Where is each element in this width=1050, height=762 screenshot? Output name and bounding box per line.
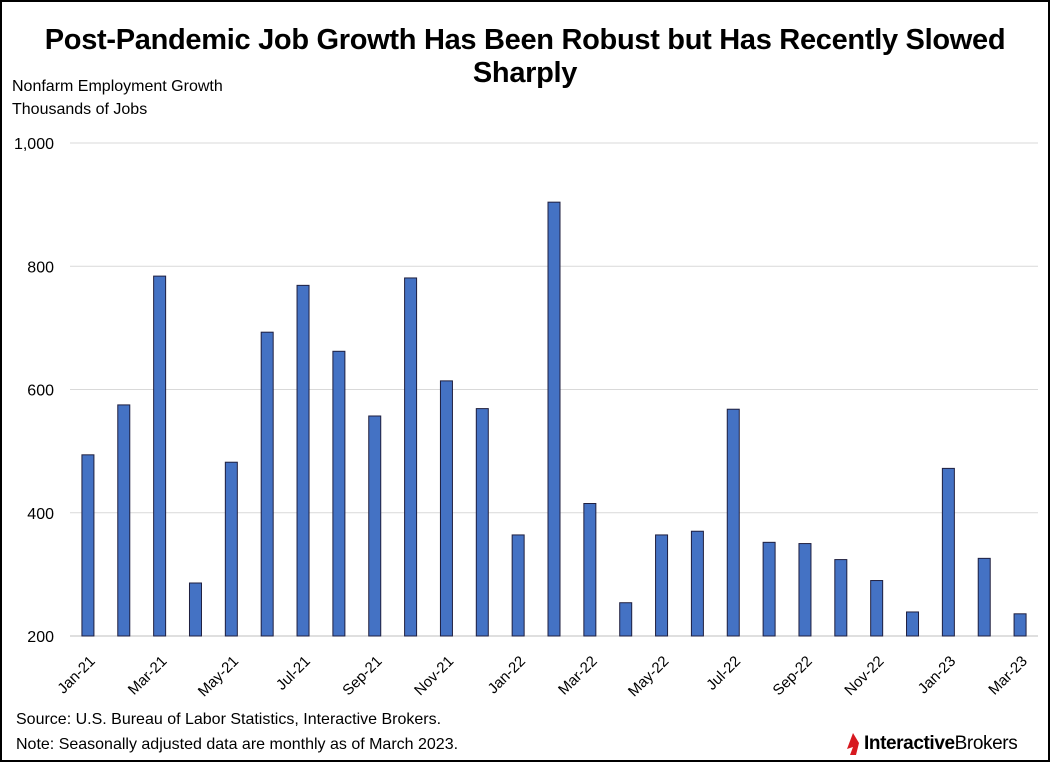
x-tick-label: Jul-22	[703, 653, 744, 694]
bar	[726, 408, 740, 637]
bar	[619, 602, 633, 637]
bar	[511, 534, 525, 637]
x-tick-label: Mar-23	[985, 653, 1031, 699]
x-tick-label: Nov-21	[411, 653, 457, 699]
bar	[690, 530, 704, 637]
x-tick-label: Mar-21	[125, 653, 171, 699]
logo-text-interactive: Interactive	[864, 733, 955, 754]
bar	[260, 331, 274, 637]
y-tick-label: 200	[27, 629, 54, 646]
bar	[475, 408, 489, 637]
x-tick-label: Sep-21	[339, 653, 385, 699]
x-tick-label: Mar-22	[555, 653, 601, 699]
x-tick-label: Jan-23	[915, 653, 959, 697]
bar	[296, 284, 310, 637]
bar	[439, 380, 453, 637]
bar	[547, 201, 561, 637]
x-tick-label: May-21	[195, 653, 242, 700]
x-tick-label: Jul-21	[273, 653, 314, 694]
bar	[906, 611, 920, 637]
bar	[224, 461, 238, 637]
y-tick-label: 600	[27, 383, 54, 400]
chart-subtitle: Nonfarm Employment Growth	[12, 78, 223, 95]
data-note: Note: Seasonally adjusted data are month…	[16, 736, 459, 753]
chart-title: Post-Pandemic Job Growth Has Been Robust…	[44, 24, 1006, 89]
logo-text-brokers: Brokers	[954, 733, 1018, 754]
bar	[977, 557, 991, 637]
bar	[798, 543, 812, 637]
bar-chart: 200 400 600 800 1,000 Jan-21 Mar-21 May-21 Jul-2…	[14, 136, 1038, 700]
bar	[834, 559, 848, 637]
bar	[332, 350, 346, 637]
y-tick-label: 1,000	[14, 136, 54, 153]
bar	[583, 503, 597, 637]
bar	[762, 541, 776, 637]
x-tick-label: Sep-22	[770, 653, 816, 699]
bar	[81, 454, 95, 637]
source-note: Source: U.S. Bureau of Labor Statistics,…	[16, 711, 442, 728]
x-tick-label: Jan-21	[54, 653, 98, 697]
bar	[941, 467, 955, 637]
bar	[655, 534, 669, 637]
bar	[153, 275, 167, 637]
x-tick-label: Jan-22	[485, 653, 529, 697]
bar	[188, 582, 202, 637]
bar	[368, 415, 382, 637]
y-tick-label: 400	[27, 506, 54, 523]
bar	[870, 580, 884, 637]
interactive-brokers-logo: Interactive Brokers	[846, 732, 1018, 756]
bar	[1013, 613, 1027, 637]
brokers-flame-icon	[847, 733, 859, 755]
chart-units: Thousands of Jobs	[12, 101, 148, 118]
y-tick-label: 800	[27, 259, 54, 276]
x-tick-label: May-22	[625, 653, 672, 700]
x-tick-label: Nov-22	[841, 653, 887, 699]
bar	[404, 277, 418, 637]
bar	[117, 404, 131, 637]
